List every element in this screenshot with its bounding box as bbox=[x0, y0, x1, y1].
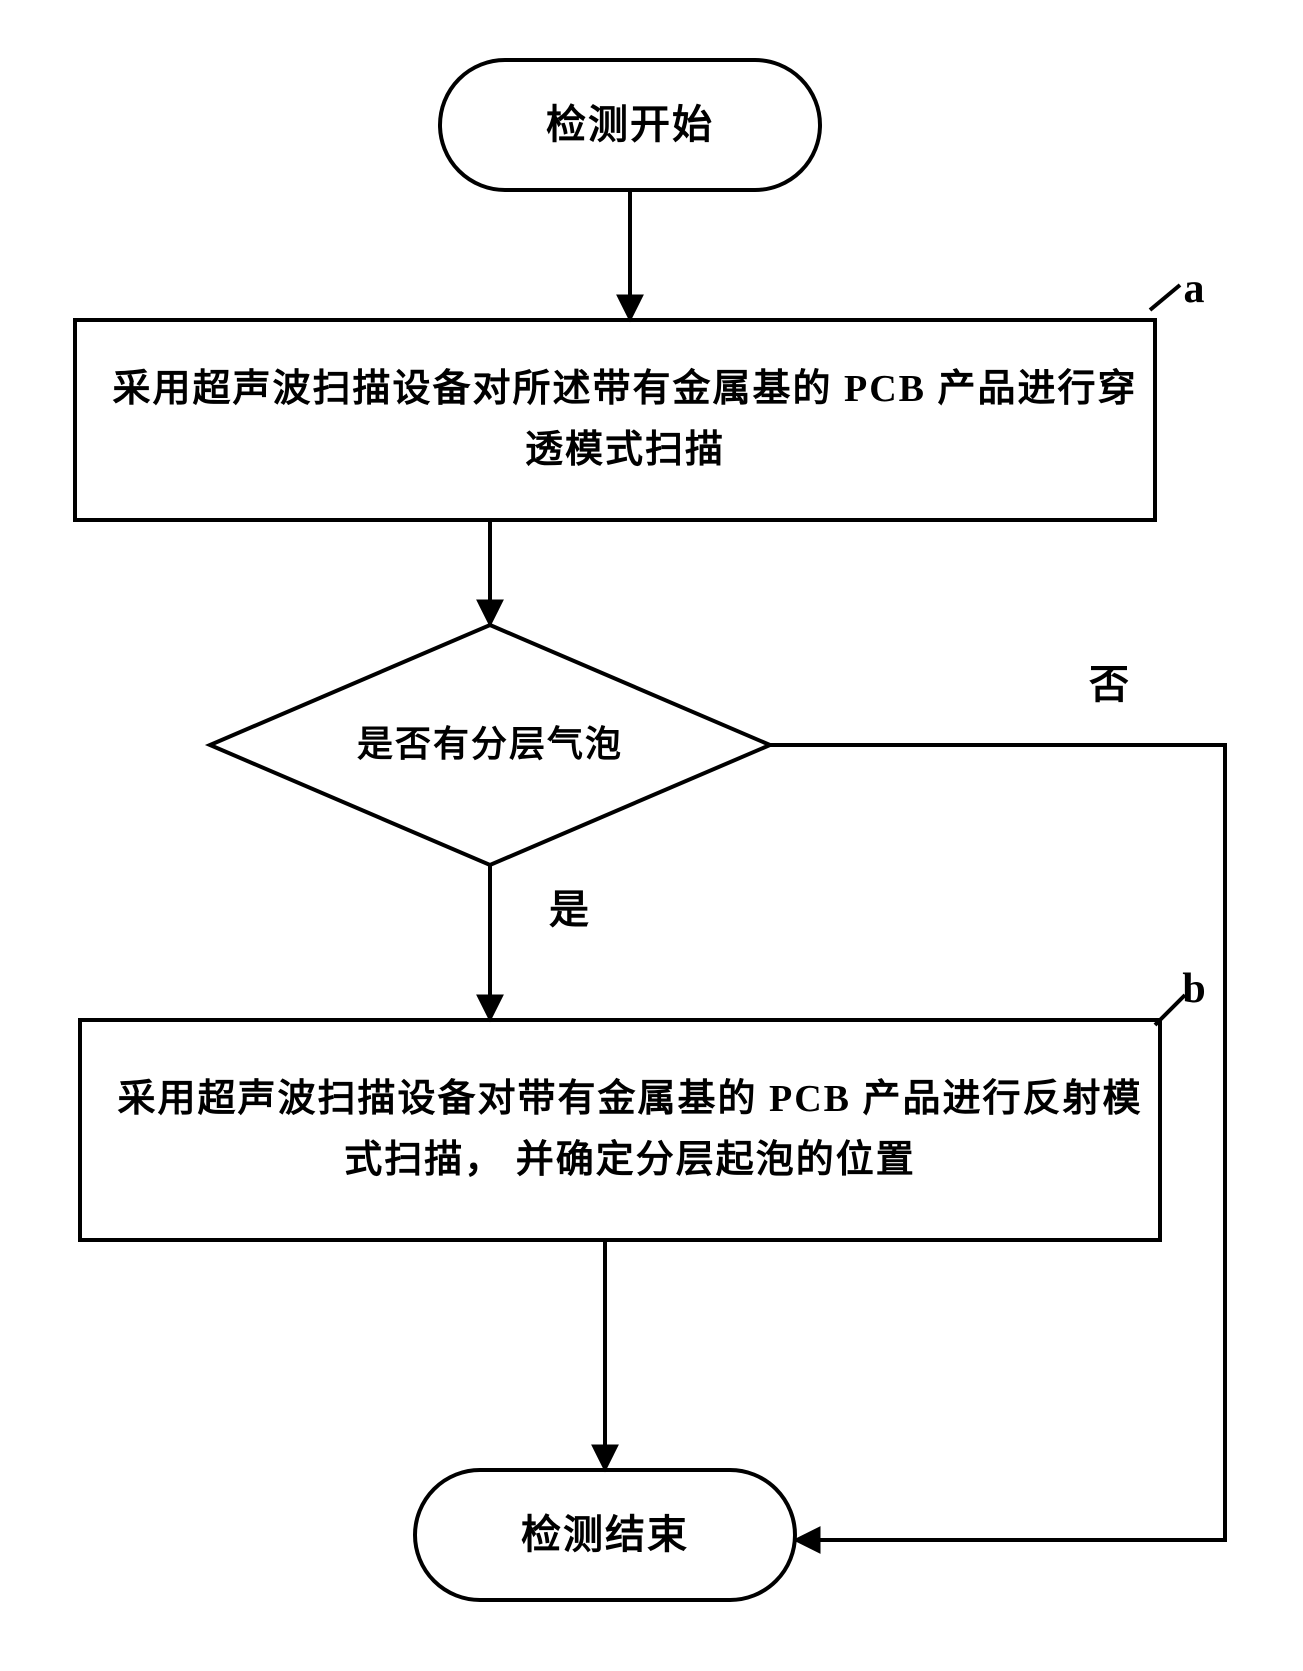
process-b-label: 采用超声波扫描设备对带有金属基的 PCB 产品进行反射模式扫描， 并确定分层起泡… bbox=[100, 1020, 1160, 1240]
branch-no-label: 否 bbox=[1080, 660, 1140, 710]
decision-label: 是否有分层气泡 bbox=[300, 710, 680, 780]
tag-b: b bbox=[1175, 965, 1215, 1015]
tag-a: a bbox=[1175, 265, 1215, 315]
process-a-label: 采用超声波扫描设备对所述带有金属基的 PCB 产品进行穿透模式扫描 bbox=[95, 320, 1155, 520]
start-node-label: 检测开始 bbox=[440, 60, 820, 190]
branch-yes-label: 是 bbox=[540, 885, 600, 935]
end-node-label: 检测结束 bbox=[415, 1470, 795, 1600]
flowchart-canvas bbox=[0, 0, 1303, 1671]
